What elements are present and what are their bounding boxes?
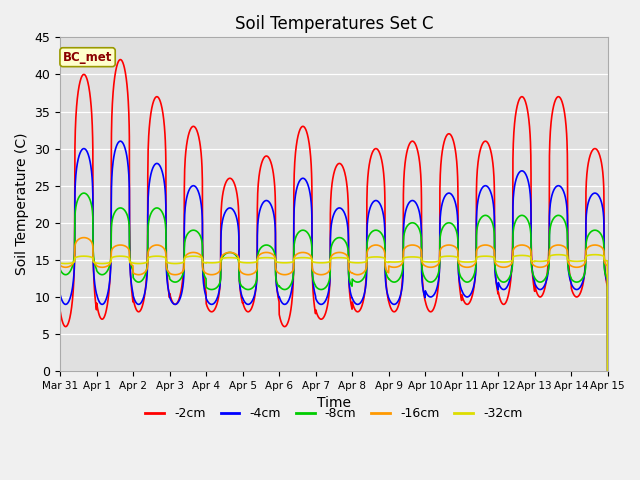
- Title: Soil Temperatures Set C: Soil Temperatures Set C: [235, 15, 433, 33]
- X-axis label: Time: Time: [317, 396, 351, 410]
- Legend: -2cm, -4cm, -8cm, -16cm, -32cm: -2cm, -4cm, -8cm, -16cm, -32cm: [140, 402, 527, 425]
- Y-axis label: Soil Temperature (C): Soil Temperature (C): [15, 133, 29, 276]
- Text: BC_met: BC_met: [63, 51, 112, 64]
